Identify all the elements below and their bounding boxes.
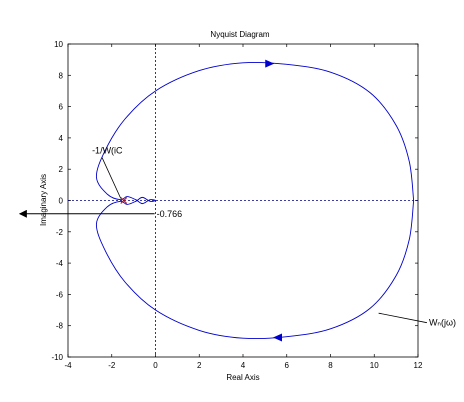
x-tick-label: 12 bbox=[414, 361, 423, 370]
y-tick-label: -2 bbox=[56, 228, 64, 237]
direction-arrow bbox=[265, 59, 275, 68]
y-tick-label: -10 bbox=[51, 353, 63, 362]
y-tick-label: 2 bbox=[59, 165, 64, 174]
x-tick-label: 10 bbox=[370, 361, 379, 370]
y-tick-label: 4 bbox=[59, 134, 64, 143]
x-axis-label: Real Axis bbox=[226, 373, 259, 382]
y-tick-label: -4 bbox=[56, 259, 64, 268]
reference-lines bbox=[68, 44, 418, 357]
y-tick-label: 6 bbox=[59, 103, 64, 112]
annotation-leader-line bbox=[378, 312, 428, 324]
annotation-layer: -1/W(iC -0.766 Wₙ(jω) bbox=[18, 146, 456, 328]
x-tick-label: 0 bbox=[153, 361, 158, 370]
y-tick-label: -8 bbox=[56, 322, 64, 331]
x-tick-label: 8 bbox=[328, 361, 333, 370]
y-tick-label: 8 bbox=[59, 71, 64, 80]
annotation-label: -0.766 bbox=[157, 209, 183, 219]
x-axis-ticks: -4 -2 0 2 4 6 8 10 12 bbox=[64, 44, 423, 370]
y-axis-label: Imaginary Axis bbox=[39, 174, 48, 226]
x-tick-label: 2 bbox=[197, 361, 202, 370]
y-tick-label: -6 bbox=[56, 290, 64, 299]
x-tick-label: -4 bbox=[64, 361, 72, 370]
y-axis-ticks: -10 -8 -6 -4 -2 0 2 4 6 8 10 bbox=[51, 40, 418, 362]
y-tick-label: 0 bbox=[59, 197, 64, 206]
annotation-label: Wₙ(jω) bbox=[429, 318, 456, 328]
y-tick-label: 10 bbox=[54, 40, 63, 49]
x-tick-label: 4 bbox=[241, 361, 246, 370]
annotation-label: -1/W(iC bbox=[92, 146, 123, 156]
annotation-leader-line bbox=[101, 157, 122, 199]
critical-point-marker bbox=[120, 197, 128, 204]
direction-arrow bbox=[273, 333, 282, 342]
curve-layer bbox=[95, 59, 415, 342]
chart-title: Nyquist Diagram bbox=[210, 30, 269, 39]
x-tick-label: 6 bbox=[285, 361, 290, 370]
x-tick-label: -2 bbox=[108, 361, 116, 370]
nyquist-curve bbox=[95, 61, 415, 340]
